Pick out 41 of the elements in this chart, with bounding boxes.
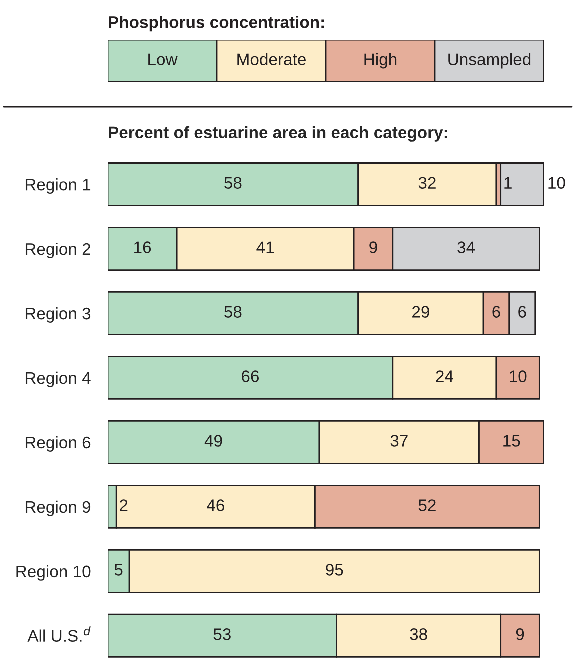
data-label: 58 — [224, 177, 242, 189]
data-label: 16 — [134, 242, 152, 254]
data-label: 1 — [504, 177, 512, 189]
data-label: 66 — [242, 370, 259, 382]
text: Low — [148, 54, 178, 66]
text: Unsampled — [448, 53, 531, 69]
y-tick-label: Region 1 — [26, 178, 91, 194]
data-label: 29 — [412, 306, 430, 318]
text: Moderate — [238, 53, 306, 66]
data-label: 46 — [207, 500, 224, 512]
data-label: 10 — [510, 370, 527, 382]
data-label: 6 — [492, 306, 500, 318]
bar — [500, 162, 544, 206]
data-label: 37 — [390, 435, 408, 447]
data-label: 38 — [410, 628, 428, 640]
text: High — [364, 53, 397, 69]
data-label: 5 — [114, 564, 123, 576]
data-label: 24 — [436, 370, 454, 382]
y-tick-label: Region 6 — [26, 436, 91, 452]
y-tick-label: Region 10 — [16, 565, 91, 581]
data-label: 34 — [458, 242, 476, 254]
data-label: 10 — [548, 177, 566, 189]
data-label: 95 — [326, 564, 344, 576]
data-label: 2 — [120, 500, 128, 512]
data-label: 9 — [516, 628, 524, 640]
data-label: 32 — [418, 177, 436, 189]
y-tick-label: Region 3 — [26, 307, 91, 323]
y-tick-label: Region 4 — [26, 372, 91, 388]
data-label: 49 — [204, 435, 222, 447]
chart-title: Percent of estuarine area in each category: — [109, 126, 448, 142]
y-tick-label: Region 2 — [26, 242, 90, 258]
data-label: 53 — [214, 628, 231, 640]
data-label: 52 — [418, 500, 436, 512]
data-label: 58 — [224, 306, 242, 318]
data-label: 9 — [370, 242, 378, 254]
data-label: 41 — [256, 242, 274, 254]
data-label: 15 — [504, 435, 520, 447]
data-label: 6 — [518, 306, 526, 318]
y-tick-label: All U.S.$^{d}$ — [28, 626, 91, 642]
y-tick-label: Region 9 — [26, 500, 91, 516]
legend-title: Phosphorus concentration: — [109, 16, 324, 32]
